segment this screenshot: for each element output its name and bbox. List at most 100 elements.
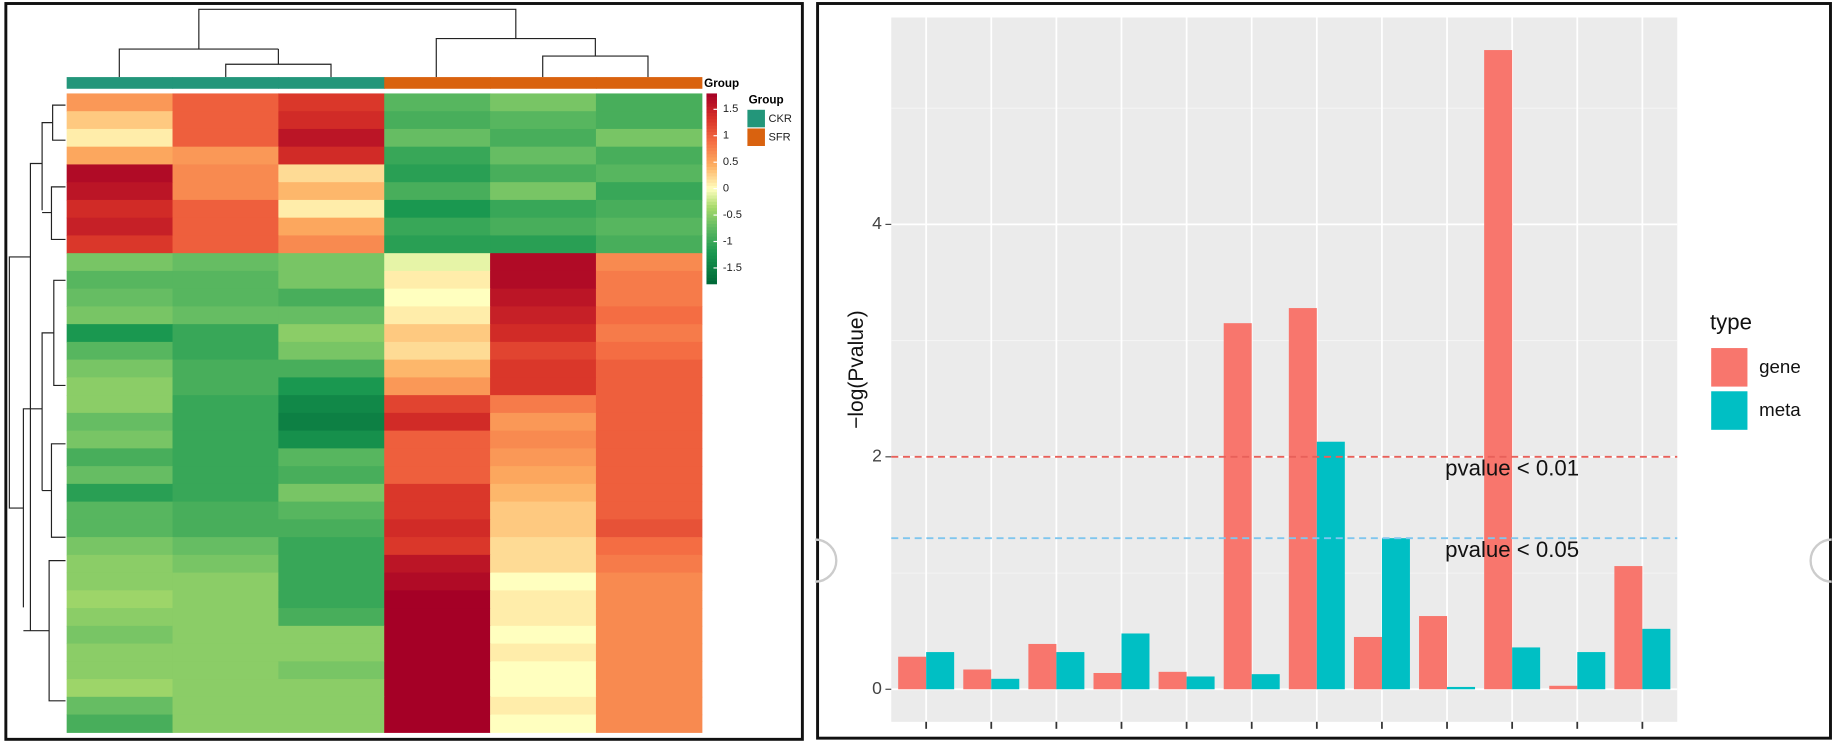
colorbar-tick-label: 1.5	[723, 103, 738, 115]
heatmap-cell	[384, 714, 491, 733]
heatmap-cell	[595, 554, 703, 574]
heatmap-cell	[172, 483, 279, 503]
heatmap-cell	[595, 572, 703, 591]
colorbar-step	[706, 271, 717, 275]
heatmap-cell	[278, 377, 385, 396]
legend-label: gene	[1759, 356, 1801, 377]
heatmap-cell	[490, 164, 597, 183]
heatmap-cell	[384, 679, 491, 698]
prev-arrow[interactable]	[815, 538, 838, 583]
next-arrow[interactable]	[1809, 538, 1832, 583]
colorbar-step	[706, 191, 717, 196]
heatmap-cell	[384, 572, 491, 591]
colorbar-step	[706, 255, 717, 259]
heatmap-cell	[66, 714, 174, 733]
heatmap-cell	[595, 377, 703, 396]
colorbar-step	[706, 109, 717, 113]
heatmap-cell	[384, 466, 491, 485]
bar	[1316, 441, 1345, 690]
heatmap-cell	[384, 501, 491, 520]
heatmap-cell	[384, 359, 491, 378]
heatmap-cell	[384, 625, 491, 645]
colorbar-step	[706, 179, 717, 183]
heatmap-cell	[66, 182, 174, 201]
colorbar-step	[706, 185, 717, 190]
heatmap-cell	[384, 235, 491, 254]
heatmap-cell	[384, 412, 491, 432]
heatmap-cell	[66, 519, 174, 538]
heatmap-cell	[278, 235, 385, 254]
bar	[1447, 686, 1476, 690]
heatmap-cell	[66, 625, 174, 645]
legend-swatch	[747, 128, 765, 146]
heatmap-cell	[595, 235, 703, 254]
heatmap-cell	[278, 164, 385, 183]
heatmap-cell	[278, 572, 385, 591]
group-annotation	[278, 77, 385, 89]
heatmap-cell	[172, 306, 279, 325]
heatmap-cell	[172, 625, 279, 645]
heatmap-cell	[490, 395, 597, 414]
bar	[991, 678, 1020, 690]
heatmap-cell	[172, 253, 279, 272]
heatmap-cell	[172, 590, 279, 609]
heatmap-cell	[490, 128, 597, 148]
heatmap-cell	[66, 128, 174, 148]
heatmap-cell	[66, 324, 174, 343]
heatmap-cell	[384, 128, 491, 148]
heatmap-cell	[595, 128, 703, 148]
heatmap-cell	[595, 519, 703, 538]
heatmap-cell	[278, 395, 385, 414]
heatmap-cell	[172, 554, 279, 574]
heatmap-cell	[490, 377, 597, 396]
colorbar-step	[706, 280, 717, 285]
bar	[1549, 685, 1578, 690]
heatmap-cell	[490, 306, 597, 325]
heatmap-cell	[172, 199, 279, 219]
heatmap-cell	[278, 324, 385, 343]
heatmap-cell	[172, 501, 279, 520]
annotation-label: Group	[704, 77, 739, 90]
bar	[1186, 676, 1215, 690]
y-tick-label: 4	[872, 213, 882, 233]
bar	[1642, 628, 1671, 690]
y-axis-label: −log(Pvalue)	[845, 310, 868, 428]
group-annotation	[384, 77, 491, 89]
legend-title: Group	[749, 94, 784, 107]
colorbar-step	[706, 131, 717, 136]
heatmap-cell	[66, 537, 174, 556]
heatmap-cell	[278, 590, 385, 609]
colorbar-step	[706, 258, 717, 263]
heatmap-cell	[278, 306, 385, 325]
heatmap-cell	[172, 324, 279, 343]
heatmap-cell	[278, 483, 385, 503]
heatmap-cell	[490, 679, 597, 698]
colorbar-step	[706, 214, 717, 218]
colorbar-step	[706, 252, 717, 256]
heatmap-cell	[278, 519, 385, 538]
heatmap-cell	[278, 643, 385, 662]
colorbar-tick-label: 1	[723, 130, 729, 142]
colorbar-step	[706, 261, 717, 266]
colorbar-step	[706, 220, 717, 224]
heatmap-cell	[595, 111, 703, 130]
heatmap-cell	[172, 412, 279, 432]
heatmap-cell	[384, 590, 491, 609]
bar	[1288, 308, 1317, 690]
y-tick-label: 0	[872, 678, 882, 698]
legend-title: type	[1710, 309, 1752, 334]
heatmap-cell	[384, 306, 491, 325]
heatmap-cell	[384, 696, 491, 716]
colorbar-tick-label: -0.5	[723, 209, 742, 221]
heatmap-cell	[490, 111, 597, 130]
heatmap-cell	[595, 448, 703, 467]
heatmap-cell	[172, 714, 279, 733]
heatmap-cell	[490, 93, 597, 112]
colorbar-step	[706, 198, 717, 202]
bar	[1093, 672, 1122, 690]
colorbar-step	[706, 248, 717, 253]
heatmap-cell	[278, 111, 385, 130]
legend-swatch	[747, 109, 765, 128]
heatmap-cell	[595, 696, 703, 716]
heatmap-cell	[66, 306, 174, 325]
